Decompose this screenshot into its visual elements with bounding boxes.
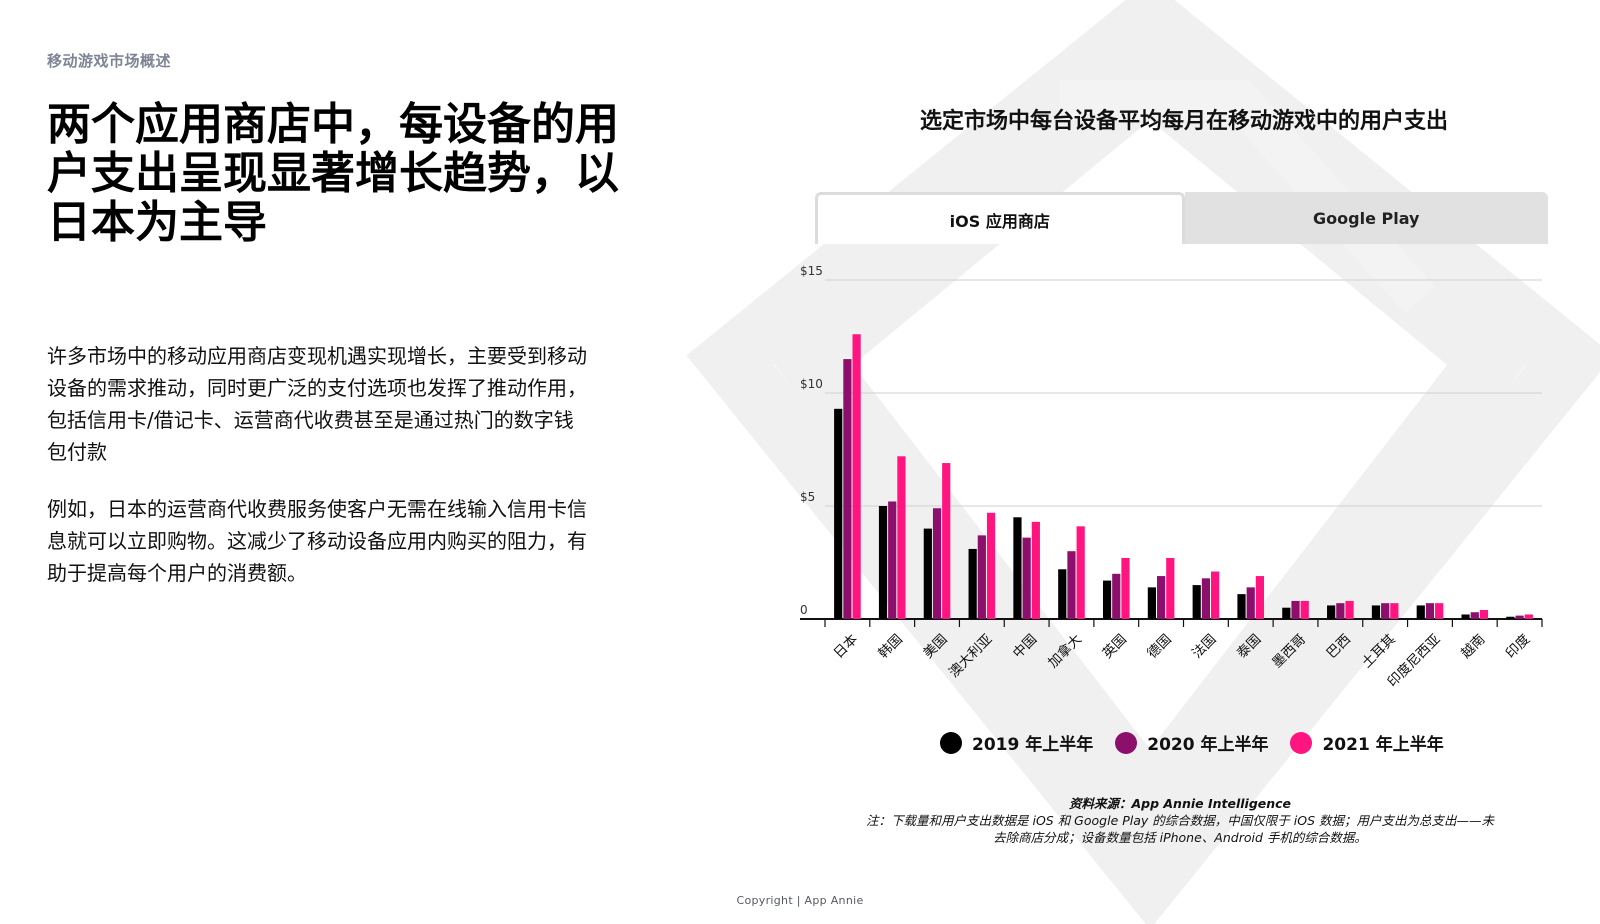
- legend-dot-icon: [1290, 731, 1313, 754]
- bar-10-1: [1291, 600, 1300, 619]
- bar-13-1: [1425, 603, 1435, 619]
- category-label: 加拿大: [1044, 631, 1085, 672]
- y-tick-label: $5: [800, 490, 815, 504]
- bar-9-0: [1237, 594, 1246, 619]
- bar-0-2: [852, 334, 861, 619]
- store-tabs: iOS 应用商店 Google Play: [815, 192, 1548, 244]
- bar-6-1: [1112, 573, 1121, 619]
- bar-15-0: [1506, 616, 1515, 619]
- bar-12-1: [1381, 603, 1390, 619]
- bar-8-2: [1211, 571, 1220, 619]
- bar-1-1: [888, 501, 897, 619]
- legend-dot-icon: [1115, 731, 1138, 754]
- category-label: 印度: [1503, 631, 1533, 661]
- bar-14-0: [1461, 614, 1470, 619]
- bar-0-0: [834, 408, 843, 619]
- category-label: 越南: [1458, 631, 1488, 661]
- category-label: 日本: [831, 631, 862, 662]
- legend-dot-icon: [940, 731, 962, 754]
- bar-4-2: [1031, 521, 1040, 619]
- bar-2-0: [923, 528, 932, 619]
- copyright: Copyright | App Annie: [736, 894, 864, 907]
- bar-0-1: [843, 359, 852, 619]
- bar-13-0: [1416, 605, 1425, 619]
- category-label: 泰国: [1234, 631, 1264, 661]
- legend-item-2020: 2020 年上半年: [1115, 730, 1268, 755]
- bar-2-1: [932, 508, 942, 619]
- bar-1-2: [897, 456, 906, 619]
- legend-item-2019: 2019 年上半年: [940, 730, 1093, 755]
- bar-15-1: [1515, 615, 1524, 619]
- category-label: 韩国: [875, 631, 905, 661]
- bar-3-1: [977, 535, 986, 619]
- category-label: 土耳其: [1359, 631, 1399, 671]
- category-label: 美国: [920, 631, 950, 661]
- section-label: 移动游戏市场概述: [47, 52, 172, 70]
- source-footnote: 注：下载量和用户支出数据是 iOS 和 Google Play 的综合数据，中国…: [866, 813, 1494, 845]
- body-paragraph-2: 例如，日本的运营商代收费服务使客户无需在线输入信用卡信息就可以立即购物。这减少了…: [47, 497, 587, 585]
- category-label: 墨西哥: [1269, 631, 1309, 671]
- chart-title: 选定市场中每台设备平均每月在移动游戏中的用户支出: [919, 109, 1448, 134]
- bar-14-2: [1479, 609, 1489, 619]
- bar-7-0: [1147, 587, 1156, 619]
- page-headline: 两个应用商店中，每设备的用户支出呈现显著增长趋势，以日本为主导: [47, 99, 619, 248]
- bar-7-1: [1156, 576, 1166, 619]
- bar-12-2: [1390, 603, 1399, 619]
- bar-6-2: [1121, 557, 1130, 619]
- bar-9-1: [1246, 587, 1255, 619]
- chart-legend: 2019 年上半年 2020 年上半年 2021 年上半年: [940, 730, 1444, 755]
- bar-3-2: [986, 512, 996, 619]
- y-tick-label: $10: [800, 377, 823, 391]
- y-tick-label: 0: [800, 603, 808, 617]
- bar-5-1: [1067, 551, 1076, 619]
- bar-3-0: [968, 548, 977, 619]
- category-label: 德国: [1144, 631, 1174, 661]
- category-label: 中国: [1010, 631, 1040, 661]
- category-label: 法国: [1189, 631, 1219, 661]
- category-label: 英国: [1099, 631, 1130, 662]
- bar-11-0: [1327, 605, 1336, 619]
- source-line: 资料来源：App Annie Intelligence: [1068, 796, 1292, 811]
- bar-4-1: [1022, 537, 1031, 619]
- legend-label-2021: 2021 年上半年: [1322, 735, 1444, 755]
- bar-2-2: [942, 463, 951, 619]
- bar-14-1: [1470, 612, 1479, 619]
- y-tick-label: $15: [800, 264, 823, 278]
- bar-11-2: [1345, 600, 1354, 619]
- bar-5-0: [1058, 569, 1067, 619]
- legend-label-2020: 2020 年上半年: [1147, 735, 1269, 755]
- bar-15-2: [1524, 614, 1533, 619]
- bar-10-2: [1300, 600, 1309, 619]
- category-label: 澳大利亚: [946, 631, 995, 680]
- tab-ios-app-store[interactable]: iOS 应用商店: [815, 192, 1185, 244]
- bar-9-2: [1255, 576, 1265, 619]
- bar-12-0: [1371, 605, 1381, 619]
- category-label: 巴西: [1324, 631, 1354, 661]
- bar-8-0: [1192, 585, 1201, 619]
- body-paragraph-1: 许多市场中的移动应用商店变现机遇实现增长，主要受到移动设备的需求推动，同时更广泛…: [47, 344, 587, 464]
- bar-5-2: [1076, 526, 1085, 619]
- bar-1-0: [878, 506, 888, 619]
- bar-13-2: [1435, 603, 1444, 619]
- bar-10-0: [1282, 607, 1291, 619]
- bar-11-1: [1336, 603, 1345, 619]
- legend-item-2021: 2021 年上半年: [1290, 730, 1444, 755]
- bar-4-0: [1013, 517, 1022, 619]
- tab-google-play[interactable]: Google Play: [1184, 192, 1548, 244]
- source-note: 资料来源：App Annie Intelligence 注：下载量和用户支出数据…: [860, 795, 1500, 846]
- bar-7-2: [1166, 557, 1175, 619]
- bar-6-0: [1102, 580, 1112, 619]
- bar-8-1: [1201, 578, 1211, 619]
- legend-label-2019: 2019 年上半年: [972, 735, 1094, 755]
